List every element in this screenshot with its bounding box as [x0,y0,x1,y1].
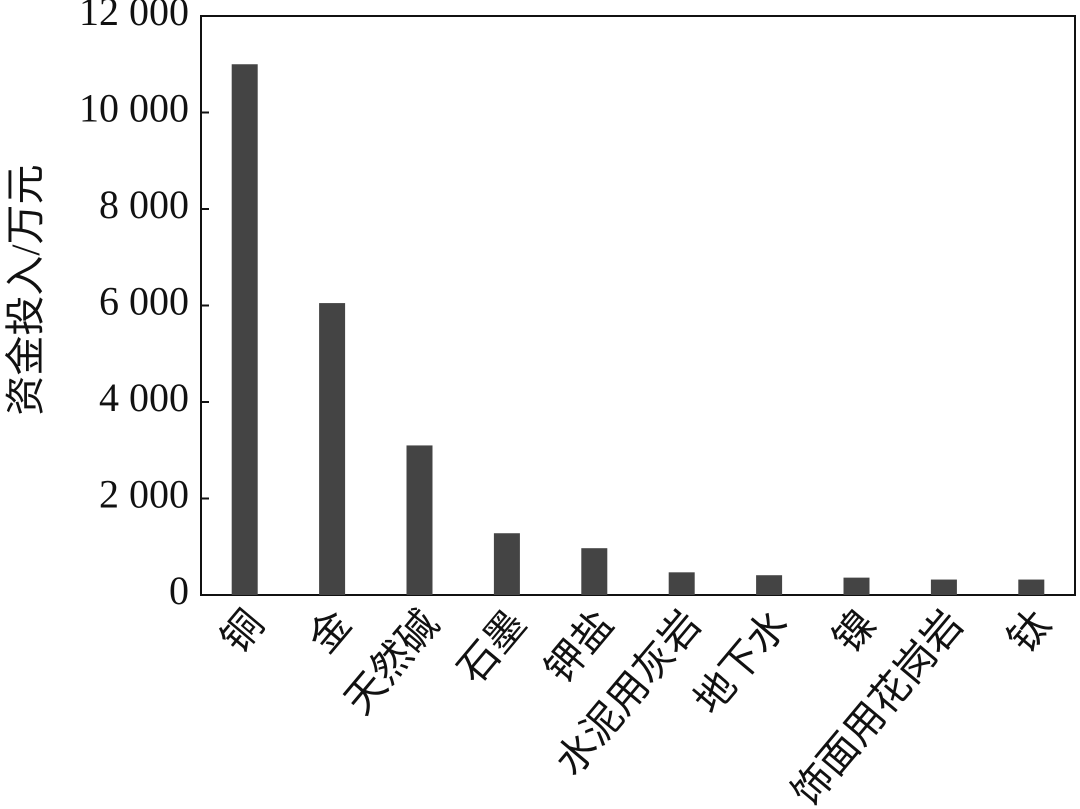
y-tick-label: 10 000 [79,86,189,131]
y-tick-label: 12 000 [79,0,189,34]
x-tick-label: 天然碱 [336,602,448,723]
y-tick-label: 8 000 [99,182,189,227]
x-tick-label: 铜 [212,602,272,662]
y-tick-label: 0 [169,568,189,613]
bar [930,579,957,595]
x-tick-label: 石墨 [449,602,535,692]
bar [581,548,608,595]
y-axis-label: 资金投入/万元 [3,164,48,415]
bar [1018,579,1045,595]
y-tick-label: 2 000 [99,472,189,517]
bar [231,64,258,595]
y-tick-label: 6 000 [99,279,189,324]
bar [406,445,433,595]
x-tick-label: 地下水 [685,602,797,723]
bar [756,575,783,595]
y-tick-label: 4 000 [99,375,189,420]
bar [319,303,346,595]
bar [493,533,520,595]
bar [843,577,870,595]
x-tick-label: 金 [300,602,360,662]
x-tick-label: 钛 [999,602,1059,662]
x-tick-label: 钾盐 [536,602,622,692]
bar [668,572,695,595]
x-tick-label: 镍 [824,602,884,662]
